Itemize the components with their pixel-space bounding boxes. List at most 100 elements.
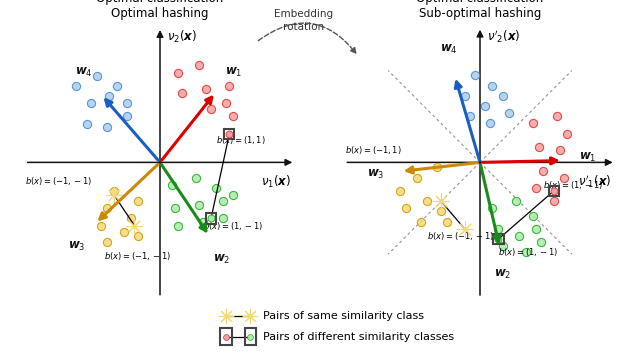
Point (536, 239, 547, 245)
Point (122, 114, 132, 119)
Point (460, 226, 470, 232)
Point (102, 239, 112, 245)
Point (109, 192, 119, 198)
Point (104, 93, 114, 99)
Bar (224, 129, 234, 139)
Point (86, 100, 96, 106)
Point (211, 185, 221, 191)
Text: $\boldsymbol{w}_3$: $\boldsymbol{w}_3$ (367, 168, 385, 181)
Point (528, 121, 538, 126)
Point (167, 182, 177, 188)
Text: $\nu'_2(\boldsymbol{x})$: $\nu'_2(\boldsymbol{x})$ (487, 28, 520, 45)
Point (487, 205, 497, 211)
Point (422, 198, 432, 204)
Text: $\boldsymbol{w}_3$: $\boldsymbol{w}_3$ (68, 239, 85, 253)
Point (206, 216, 216, 221)
Point (493, 226, 504, 232)
Point (173, 223, 184, 228)
Point (528, 213, 538, 219)
Point (221, 334, 231, 340)
Text: $\nu_1(\boldsymbol{x})$: $\nu_1(\boldsymbol{x})$ (261, 174, 291, 190)
Bar (548, 186, 559, 196)
Point (102, 205, 112, 211)
Text: Pairs of same similarity class: Pairs of same similarity class (262, 311, 424, 322)
Text: $b(x)=(1,-1)$: $b(x)=(1,-1)$ (543, 179, 604, 191)
Point (218, 198, 228, 204)
Point (555, 147, 565, 153)
Point (559, 175, 569, 180)
Point (224, 83, 234, 89)
Bar (220, 328, 232, 345)
Point (395, 188, 405, 194)
Point (485, 121, 495, 126)
Point (548, 188, 559, 194)
Text: $b(x)=(-1,-1)$: $b(x)=(-1,-1)$ (26, 175, 92, 187)
Title: Optimal classification
Optimal hashing: Optimal classification Optimal hashing (97, 0, 223, 20)
Bar (206, 214, 216, 223)
Point (122, 100, 132, 106)
Text: $\boldsymbol{w}_2$: $\boldsymbol{w}_2$ (494, 268, 511, 281)
Point (432, 164, 442, 170)
Point (119, 229, 129, 235)
Point (173, 70, 184, 76)
Point (194, 62, 204, 68)
Point (245, 313, 255, 319)
Point (534, 144, 545, 150)
Point (436, 198, 446, 204)
Point (228, 192, 239, 198)
Point (92, 73, 102, 78)
Point (531, 226, 541, 232)
Point (504, 110, 514, 116)
Point (109, 188, 119, 194)
Point (221, 313, 231, 319)
Text: $b(x)=(-1,-1)$: $b(x)=(-1,-1)$ (427, 230, 494, 242)
Point (436, 209, 446, 214)
Point (487, 83, 497, 89)
Point (221, 100, 232, 106)
Text: $\boldsymbol{w}_4$: $\boldsymbol{w}_4$ (440, 43, 458, 56)
Point (415, 219, 426, 225)
Point (198, 219, 208, 225)
Point (245, 334, 255, 340)
Text: $\nu'_1(\boldsymbol{x})$: $\nu'_1(\boldsymbol{x})$ (579, 174, 611, 190)
Point (470, 73, 480, 78)
Text: $b(x)=(-1,1)$: $b(x)=(-1,1)$ (345, 144, 402, 156)
Point (194, 202, 204, 208)
Point (228, 114, 239, 119)
Point (548, 198, 559, 204)
Point (531, 185, 541, 191)
Point (129, 223, 140, 228)
Bar (244, 328, 256, 345)
Point (465, 114, 475, 119)
Point (521, 250, 531, 255)
Title: Optimal classification
Sub-optimal hashing: Optimal classification Sub-optimal hashi… (417, 0, 543, 20)
Text: $b(x)=(-1,-1)$: $b(x)=(-1,-1)$ (104, 250, 171, 262)
Text: Pairs of different similarity classes: Pairs of different similarity classes (262, 331, 454, 342)
Point (201, 86, 211, 92)
Point (493, 236, 504, 242)
Point (497, 93, 508, 99)
Point (81, 121, 92, 126)
Point (112, 83, 122, 89)
Point (562, 131, 572, 137)
Point (511, 198, 521, 204)
Point (538, 168, 548, 173)
Point (71, 83, 81, 89)
Text: $\boldsymbol{w}_2$: $\boldsymbol{w}_2$ (212, 253, 230, 266)
Text: $b(x)=(1,1)$: $b(x)=(1,1)$ (216, 134, 266, 146)
Point (514, 233, 524, 239)
Point (224, 131, 234, 137)
Text: $\boldsymbol{w}_1$: $\boldsymbol{w}_1$ (579, 151, 596, 164)
Bar (493, 234, 504, 244)
Point (102, 124, 112, 130)
Text: $b(x)=(1,-1)$: $b(x)=(1,-1)$ (203, 220, 263, 232)
Point (552, 114, 562, 119)
Text: $b(x)=(1,-1)$: $b(x)=(1,-1)$ (499, 246, 559, 258)
Text: $\nu_2(\boldsymbol{x})$: $\nu_2(\boldsymbol{x})$ (167, 29, 197, 45)
Point (497, 244, 508, 249)
Point (132, 233, 143, 239)
Point (218, 216, 228, 221)
Point (191, 175, 201, 180)
Point (460, 93, 470, 99)
Point (132, 198, 143, 204)
